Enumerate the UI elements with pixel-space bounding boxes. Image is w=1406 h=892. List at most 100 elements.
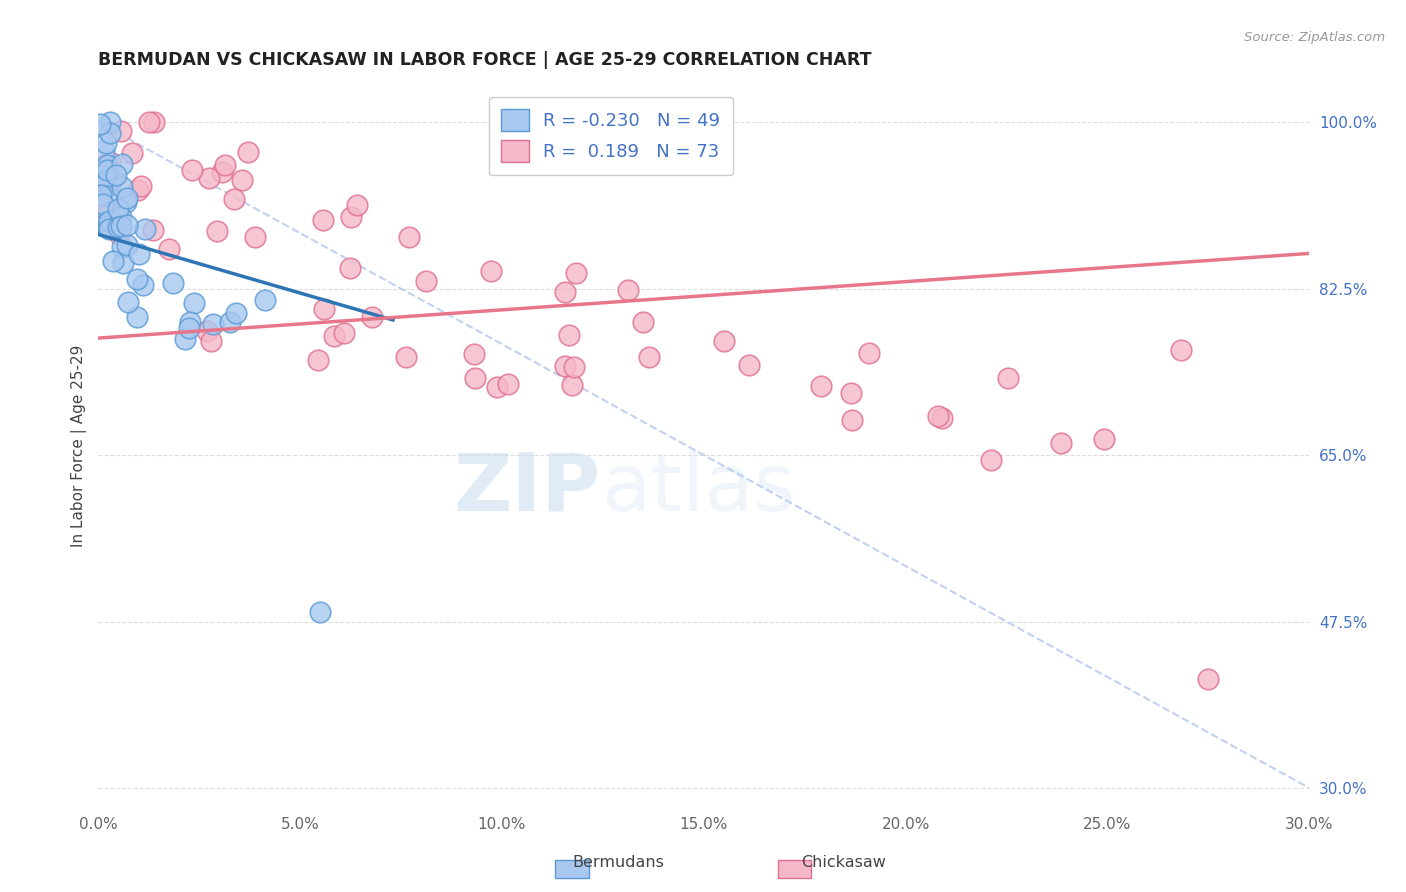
Point <box>100 154 122 169</box>
Point <box>254 293 277 307</box>
Point <box>96 163 118 178</box>
Point <box>117 294 139 309</box>
Point <box>115 218 138 232</box>
Point <box>219 315 242 329</box>
Text: Chickasaw: Chickasaw <box>801 855 886 870</box>
Point <box>309 605 332 619</box>
Point <box>810 379 832 393</box>
Point <box>617 283 640 297</box>
Point <box>157 242 180 256</box>
Point <box>181 163 204 178</box>
Text: Bermudans: Bermudans <box>572 855 665 870</box>
Point <box>346 198 368 212</box>
Point <box>108 227 131 241</box>
Point <box>179 320 201 334</box>
Legend: R = -0.230   N = 49, R =  0.189   N = 73: R = -0.230 N = 49, R = 0.189 N = 73 <box>489 96 733 175</box>
Point <box>94 158 117 172</box>
Point <box>398 230 420 244</box>
Point <box>115 194 138 209</box>
Point <box>839 386 862 401</box>
Point <box>554 285 576 299</box>
Point <box>231 173 253 187</box>
Point <box>557 327 579 342</box>
Point <box>927 409 949 424</box>
Point <box>127 310 149 324</box>
Point <box>339 260 361 275</box>
Point <box>638 350 661 364</box>
Point <box>565 266 588 280</box>
Point <box>93 196 115 211</box>
Point <box>980 453 1002 467</box>
Text: BERMUDAN VS CHICKASAW IN LABOR FORCE | AGE 25-29 CORRELATION CHART: BERMUDAN VS CHICKASAW IN LABOR FORCE | A… <box>98 51 872 69</box>
Point <box>225 306 247 320</box>
Point <box>395 351 418 365</box>
Point <box>307 353 329 368</box>
Point <box>222 192 245 206</box>
Point <box>858 345 880 359</box>
Point <box>111 239 134 253</box>
Point <box>98 126 121 140</box>
Y-axis label: In Labor Force | Age 25-29: In Labor Force | Age 25-29 <box>72 344 87 547</box>
Point <box>142 223 165 237</box>
Point <box>236 145 259 160</box>
Point <box>737 359 759 373</box>
Point <box>96 178 118 193</box>
Point <box>463 347 485 361</box>
Point <box>183 296 205 310</box>
Point <box>111 157 134 171</box>
Point <box>128 247 150 261</box>
Point <box>94 217 117 231</box>
Point <box>110 123 132 137</box>
Point <box>121 146 143 161</box>
Point <box>415 274 437 288</box>
Point <box>214 158 236 172</box>
Point <box>162 276 184 290</box>
Point <box>91 215 114 229</box>
Point <box>96 136 118 151</box>
Point <box>96 158 118 172</box>
Point <box>323 329 346 343</box>
Point <box>1050 436 1073 450</box>
Point <box>174 332 197 346</box>
Point <box>479 263 502 277</box>
Point <box>115 191 138 205</box>
Point <box>179 315 201 329</box>
Text: atlas: atlas <box>600 450 796 528</box>
Point <box>112 256 135 270</box>
Point <box>125 272 148 286</box>
Point <box>97 188 120 202</box>
Point <box>340 210 363 224</box>
Point <box>496 377 519 392</box>
Point <box>312 302 335 317</box>
Point <box>98 222 121 236</box>
Point <box>111 180 134 194</box>
Point <box>195 325 218 339</box>
Text: ZIP: ZIP <box>454 450 600 528</box>
Point <box>97 214 120 228</box>
Point <box>631 315 654 329</box>
Point <box>107 202 129 216</box>
Point <box>198 171 221 186</box>
Point <box>134 221 156 235</box>
Point <box>132 277 155 292</box>
Point <box>931 411 953 425</box>
Point <box>554 359 576 373</box>
Point <box>201 317 224 331</box>
Point <box>97 204 120 219</box>
Point <box>93 145 115 159</box>
Point <box>841 413 863 427</box>
Point <box>98 115 121 129</box>
Point <box>96 173 118 187</box>
Point <box>211 165 233 179</box>
Point <box>104 168 127 182</box>
Point <box>464 371 486 385</box>
Point <box>103 253 125 268</box>
Point <box>89 118 111 132</box>
Point <box>127 183 149 197</box>
Point <box>713 334 735 348</box>
Point <box>332 326 354 340</box>
Point <box>91 168 114 182</box>
Point <box>90 187 112 202</box>
Point <box>129 179 152 194</box>
Point <box>1170 343 1192 358</box>
